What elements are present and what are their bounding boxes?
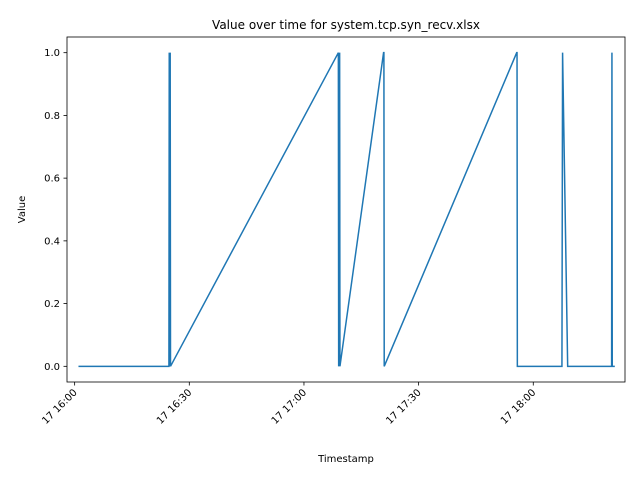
plot-frame xyxy=(66,36,626,383)
y-tick-label: 0.4 xyxy=(44,236,60,247)
y-tick-label: 0.0 xyxy=(44,362,60,373)
y-axis-label: Value xyxy=(17,196,28,223)
y-tick-label: 0.8 xyxy=(44,111,60,122)
y-tick-label: 1.0 xyxy=(44,48,60,59)
chart-title: Value over time for system.tcp.syn_recv.… xyxy=(212,18,480,32)
series-line xyxy=(78,51,615,368)
x-axis-label: Timestamp xyxy=(317,454,374,465)
x-tick-label: 17 17:30 xyxy=(384,387,423,426)
x-tick-label: 17 18:00 xyxy=(499,387,538,426)
y-tick-label: 0.6 xyxy=(44,174,60,185)
x-tick-label: 17 16:30 xyxy=(155,387,194,426)
y-tick-label: 0.2 xyxy=(44,299,60,310)
x-axis: 17 16:00 17 16:30 17 17:00 17 17:30 17 18:00 xyxy=(40,382,538,427)
x-tick-label: 17 16:00 xyxy=(40,387,79,426)
y-axis: 0.0 0.2 0.4 0.6 0.8 1.0 xyxy=(44,48,67,373)
x-tick-label: 17 17:00 xyxy=(270,387,309,426)
